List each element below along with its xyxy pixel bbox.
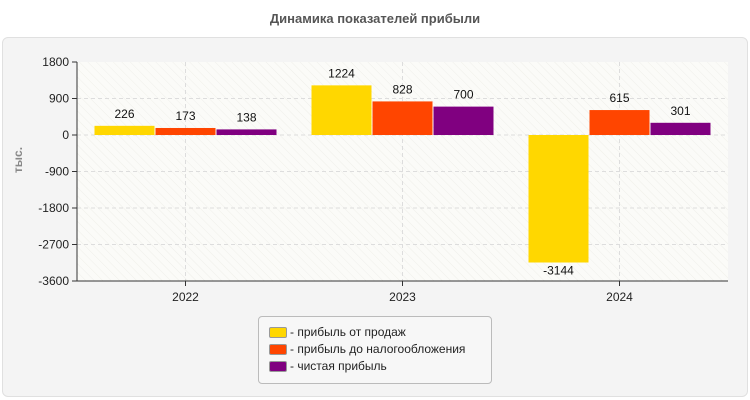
data-label: 1224 xyxy=(328,66,355,80)
legend-item[interactable]: - прибыль от продаж xyxy=(269,324,406,340)
y-tick-label: 1800 xyxy=(42,55,69,69)
data-label: 138 xyxy=(236,110,256,124)
legend-item[interactable]: - прибыль до налогообложения xyxy=(269,341,465,357)
data-label: 615 xyxy=(609,91,629,105)
data-label: 173 xyxy=(175,109,195,123)
legend-label: - прибыль до налогообложения xyxy=(290,342,466,356)
bar xyxy=(528,135,589,263)
legend-swatch xyxy=(269,343,287,355)
x-tick-label: 2023 xyxy=(389,290,416,304)
y-tick-label: 0 xyxy=(62,128,69,142)
data-label: 700 xyxy=(453,88,473,102)
y-tick-label: -3600 xyxy=(38,274,69,288)
legend-swatch xyxy=(269,326,287,338)
data-label: -3144 xyxy=(543,264,574,278)
x-tick-label: 2024 xyxy=(606,290,633,304)
bar xyxy=(433,106,494,135)
chart-title: Динамика показателей прибыли xyxy=(269,11,481,26)
legend-swatch xyxy=(269,360,287,372)
bar xyxy=(311,85,372,135)
y-tick-label: -900 xyxy=(45,165,69,179)
bar xyxy=(589,110,650,135)
y-axis-label: тыс. xyxy=(11,147,25,173)
legend-label: - чистая прибыль xyxy=(290,359,387,373)
x-tick-label: 2022 xyxy=(172,290,199,304)
bar xyxy=(650,122,711,135)
data-label: 226 xyxy=(114,107,134,121)
y-tick-label: 900 xyxy=(49,92,69,106)
data-label: 828 xyxy=(392,82,412,96)
legend-item[interactable]: - чистая прибыль xyxy=(269,358,387,374)
bar xyxy=(155,127,216,135)
y-tick-label: -1800 xyxy=(38,201,69,215)
legend: - прибыль от продаж - прибыль до налогооб… xyxy=(258,316,492,384)
bar xyxy=(216,129,277,135)
bar xyxy=(94,125,155,135)
y-tick-label: -2700 xyxy=(38,238,69,252)
data-label: 301 xyxy=(670,104,690,118)
legend-label: - прибыль от продаж xyxy=(290,325,406,339)
bar xyxy=(372,101,433,135)
